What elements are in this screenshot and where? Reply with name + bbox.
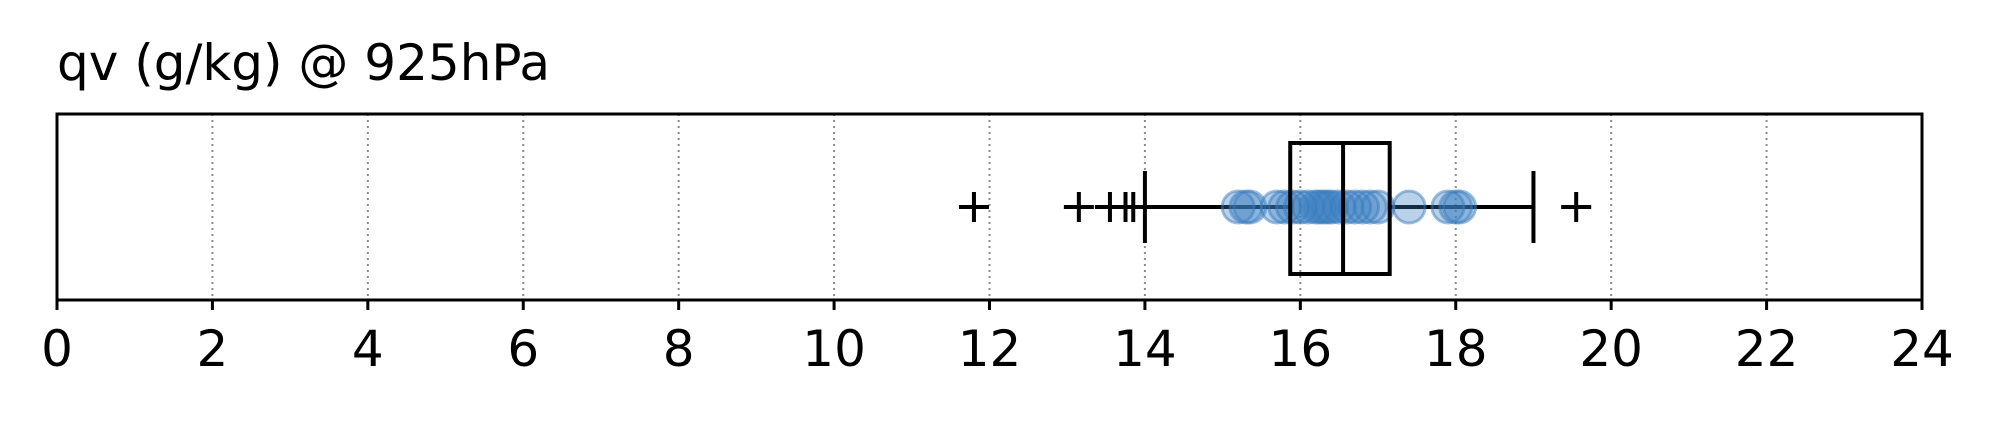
chart-title: qv (g/kg) @ 925hPa [57, 34, 550, 92]
data-point [1232, 189, 1268, 225]
x-tick-label: 8 [663, 320, 695, 378]
iqr-box-rect [1288, 141, 1392, 276]
x-tick-label: 2 [197, 320, 229, 378]
plot-frame [55, 112, 1924, 302]
data-point [1442, 189, 1478, 225]
data-point [1430, 189, 1466, 225]
iqr-box [1288, 141, 1392, 276]
outliers [958, 192, 1592, 222]
data-point [1352, 189, 1388, 225]
x-axis: 0 2 4 6 8 10 12 14 16 18 20 22 24 [41, 300, 1954, 378]
x-tick-label: 12 [958, 320, 1022, 378]
outlier-marker [1118, 192, 1149, 222]
outlier-marker [1561, 192, 1592, 222]
x-tick-label: 14 [1113, 320, 1177, 378]
x-tick-label: 18 [1424, 320, 1488, 378]
x-tick-label: 0 [41, 320, 73, 378]
outlier-marker [958, 192, 989, 222]
x-tick-label: 6 [507, 320, 539, 378]
x-tick-label: 22 [1735, 320, 1799, 378]
x-tick-label: 24 [1890, 320, 1954, 378]
data-point [1391, 189, 1427, 225]
x-tick-label: 10 [802, 320, 866, 378]
x-tick-label: 20 [1579, 320, 1643, 378]
data-point [1220, 189, 1256, 225]
x-tick-label: 4 [352, 320, 384, 378]
data-points [1220, 189, 1478, 225]
outlier-marker [1063, 192, 1094, 222]
x-tick-label: 16 [1269, 320, 1333, 378]
